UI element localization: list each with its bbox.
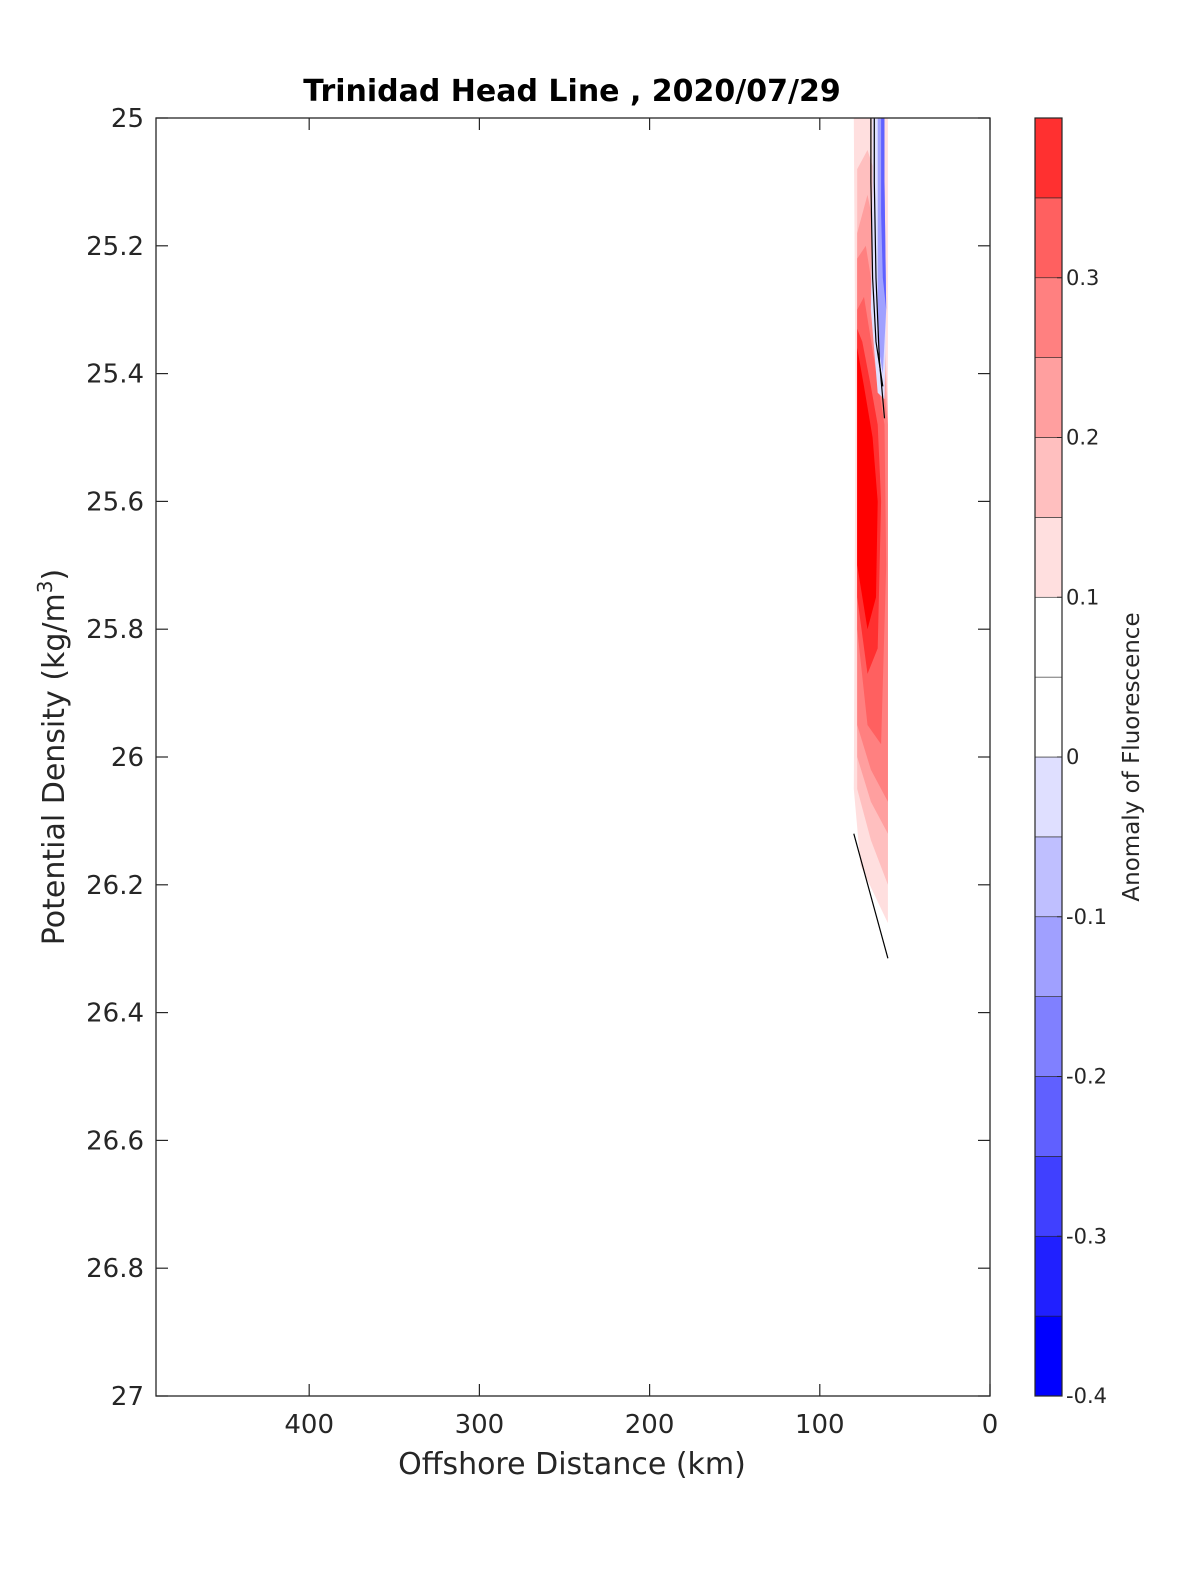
y-axis-label-superscript: 3 [33,580,57,593]
colorbar-tick-label: -0.2 [1066,1065,1107,1089]
y-tick-label: 26.6 [86,1126,144,1156]
colorbar-band [1034,916,1063,997]
colorbar-band [1034,437,1063,518]
colorbar-band [1034,1235,1063,1317]
colorbar-band [1034,836,1063,918]
colorbar-tick-label: -0.4 [1066,1384,1107,1408]
colorbar-band [1034,996,1063,1077]
x-tick-label: 200 [625,1410,675,1440]
contour-line [873,118,886,419]
colorbar-band [1034,277,1063,358]
colorbar-band [1034,676,1063,758]
colorbar-tick-label: -0.1 [1066,905,1107,929]
contour-lines [853,118,889,959]
x-axis: 400 300 200 100 0 [284,118,998,1440]
y-tick-label: 26.8 [86,1254,144,1284]
y-axis: 25 25.2 25.4 25.6 25.8 26 26.2 26.4 26.6 26.8 27 [86,104,990,1412]
plot-area [853,118,888,924]
x-tick-label: 400 [284,1410,334,1440]
colorbar-band [1034,756,1063,838]
y-tick-label: 25.8 [86,615,144,645]
colorbar-tick-label: 0.2 [1066,426,1099,450]
x-tick-label: 300 [455,1410,505,1440]
x-axis-label: Offshore Distance (km) [398,1447,746,1482]
colorbar-tick-label: -0.3 [1066,1224,1107,1248]
colorbar-band [1034,1076,1063,1157]
y-tick-label: 25.4 [86,360,144,390]
contour-fill-region [857,348,878,630]
y-tick-label: 25.2 [86,232,144,262]
colorbar-tick-label: 0.3 [1066,266,1099,290]
colorbar-band [1034,117,1063,199]
y-tick-label: 26 [111,743,144,773]
colorbar-tick-label: 0 [1066,745,1079,769]
contour-line [853,833,889,959]
colorbar: -0.4 -0.3 -0.2 -0.1 0 0.1 0.2 0.3 [1034,117,1107,1408]
contour-line [870,118,884,387]
y-tick-label: 25 [111,104,144,134]
y-axis-label: Potential Density (kg/m3) [33,569,72,945]
colorbar-label: Anomaly of Fluorescence [1119,612,1145,901]
y-tick-label: 25.6 [86,487,144,517]
colorbar-band [1034,357,1063,438]
x-tick-label: 0 [982,1410,999,1440]
colorbar-band [1034,517,1063,598]
y-tick-label: 27 [111,1382,144,1412]
y-axis-label-end: ) [37,569,72,581]
y-tick-label: 26.4 [86,999,144,1029]
chart-title: Trinidad Head Line , 2020/07/29 [303,74,840,109]
x-tick-label: 100 [795,1410,845,1440]
colorbar-tick-label: 0.1 [1066,585,1099,609]
y-tick-label: 26.2 [86,871,144,901]
colorbar-band [1034,596,1063,678]
contour-fill-region [881,118,887,310]
colorbar-band [1034,1315,1063,1397]
colorbar-band [1034,197,1063,279]
y-axis-label-main: Potential Density (kg/m [37,593,72,945]
colorbar-band [1034,1156,1063,1237]
